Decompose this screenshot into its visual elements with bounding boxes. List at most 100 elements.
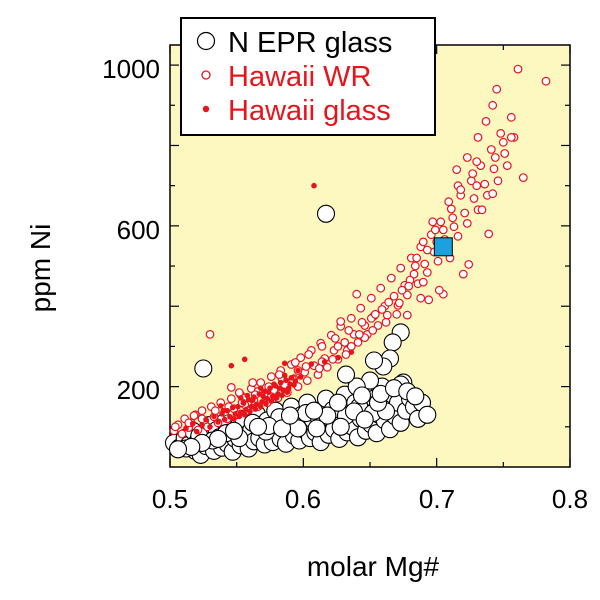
hawaii-wr-point (370, 309, 380, 319)
hawaii-wr-point (402, 290, 412, 300)
hawaii-wr-point (502, 161, 512, 171)
hawaii-wr-point (301, 362, 311, 371)
hawaii-glass-point (281, 372, 288, 379)
hawaii-wr-point (397, 285, 407, 295)
legend-label-n-epr: N EPR glass (228, 27, 392, 59)
hawaii-glass-point (217, 403, 224, 409)
hawaii-wr-point (452, 165, 462, 175)
n-epr-glass-point (316, 204, 336, 223)
hawaii-wr-point (486, 145, 496, 154)
hawaii-glass-point (241, 412, 248, 418)
hawaii-wr-point (256, 378, 266, 388)
hawaii-glass-point (244, 392, 251, 399)
x-tick-label: 0.5 (152, 484, 188, 514)
hawaii-wr-point (472, 181, 482, 191)
hawaii-glass-point (335, 354, 341, 361)
hawaii-wr-point (344, 326, 354, 335)
hawaii-glass-point (268, 398, 275, 404)
hawaii-glass-point (183, 425, 189, 432)
hawaii-glass-point (236, 413, 243, 420)
hawaii-wr-point (481, 116, 491, 126)
hawaii-glass-point (265, 389, 272, 396)
n-epr-glass-point (307, 419, 326, 438)
hawaii-wr-point (354, 330, 364, 339)
hawaii-wr-point (248, 378, 258, 388)
hawaii-glass-point (321, 358, 328, 365)
hawaii-glass-point (232, 411, 239, 417)
hawaii-wr-point (302, 376, 312, 386)
hawaii-wr-point (394, 298, 404, 308)
hawaii-wr-point (266, 372, 276, 382)
hawaii-glass-point (292, 378, 299, 384)
y-tick-label: 600 (117, 215, 160, 245)
hawaii-wr-point (376, 283, 386, 293)
hawaii-wr-point (226, 383, 236, 392)
x-tick-label: 0.7 (419, 484, 455, 514)
hawaii-wr-point (336, 317, 346, 326)
hawaii-wr-point (412, 253, 422, 263)
hawaii-wr-point (392, 309, 402, 319)
hawaii-wr-point (506, 112, 516, 122)
hawaii-wr-point (177, 429, 187, 439)
hawaii-wr-point (234, 388, 244, 398)
hawaii-wr-point (346, 342, 356, 351)
n-epr-glass-point (355, 410, 374, 429)
n-epr-glass-point (280, 406, 300, 425)
hawaii-wr-point (402, 310, 412, 320)
hawaii-wr-point (357, 317, 367, 327)
n-epr-glass-point (168, 440, 188, 459)
hawaii-wr-point (473, 132, 483, 142)
hawaii-wr-point (453, 231, 463, 241)
hawaii-wr-point (500, 149, 510, 158)
hawaii-wr-point (296, 353, 306, 363)
hawaii-wr-point (381, 317, 391, 327)
hawaii-wr-point (356, 303, 366, 313)
hawaii-wr-point (541, 76, 551, 86)
hawaii-wr-point (205, 330, 215, 339)
hawaii-wr-point (210, 406, 220, 416)
hawaii-glass-point (237, 395, 244, 401)
n-epr-glass-point (208, 429, 228, 448)
hawaii-glass-point (247, 408, 253, 415)
hawaii-wr-point (456, 185, 466, 195)
hawaii-wr-point (460, 208, 470, 218)
hawaii-wr-point (498, 137, 508, 147)
hawaii-wr-point (389, 291, 399, 301)
hawaii-wr-point (477, 205, 487, 215)
hawaii-wr-point (458, 269, 468, 279)
hawaii-wr-point (490, 153, 500, 162)
hawaii-glass-point (287, 381, 293, 388)
hawaii-glass-point (203, 416, 209, 423)
hawaii-glass-point (273, 395, 280, 401)
hawaii-wr-point (462, 153, 472, 162)
hawaii-glass-point (284, 389, 291, 396)
hawaii-wr-point (436, 217, 446, 227)
n-epr-glass-point (383, 333, 402, 352)
hawaii-glass-point (231, 416, 237, 422)
hawaii-wr-point (328, 354, 338, 364)
hawaii-glass-point (252, 406, 259, 412)
hawaii-glass-point (241, 356, 248, 363)
n-epr-glass-point (352, 386, 372, 405)
hawaii-wr-point (333, 342, 343, 351)
n-epr-glass-point (336, 365, 356, 384)
hawaii-glass-point (221, 416, 228, 423)
hawaii-wr-point (330, 334, 340, 343)
x-tick-label: 0.6 (285, 484, 321, 514)
n-epr-glass-point (328, 393, 348, 412)
hawaii-wr-point (384, 297, 394, 307)
hawaii-wr-point (304, 350, 314, 359)
hawaii-wr-point (433, 256, 443, 266)
hawaii-wr-point (418, 237, 428, 247)
hawaii-wr-point (489, 164, 499, 174)
hawaii-glass-point (295, 367, 301, 374)
hawaii-glass-point (193, 428, 200, 435)
n-epr-glass-point (364, 351, 384, 370)
hawaii-wr-point (189, 411, 199, 421)
y-axis-title: ppm Ni (25, 224, 56, 313)
hawaii-wr-point (424, 295, 434, 305)
legend-marker-hawaii-glass (202, 105, 210, 113)
hawaii-glass-point (220, 407, 227, 414)
hawaii-wr-point (396, 263, 406, 273)
